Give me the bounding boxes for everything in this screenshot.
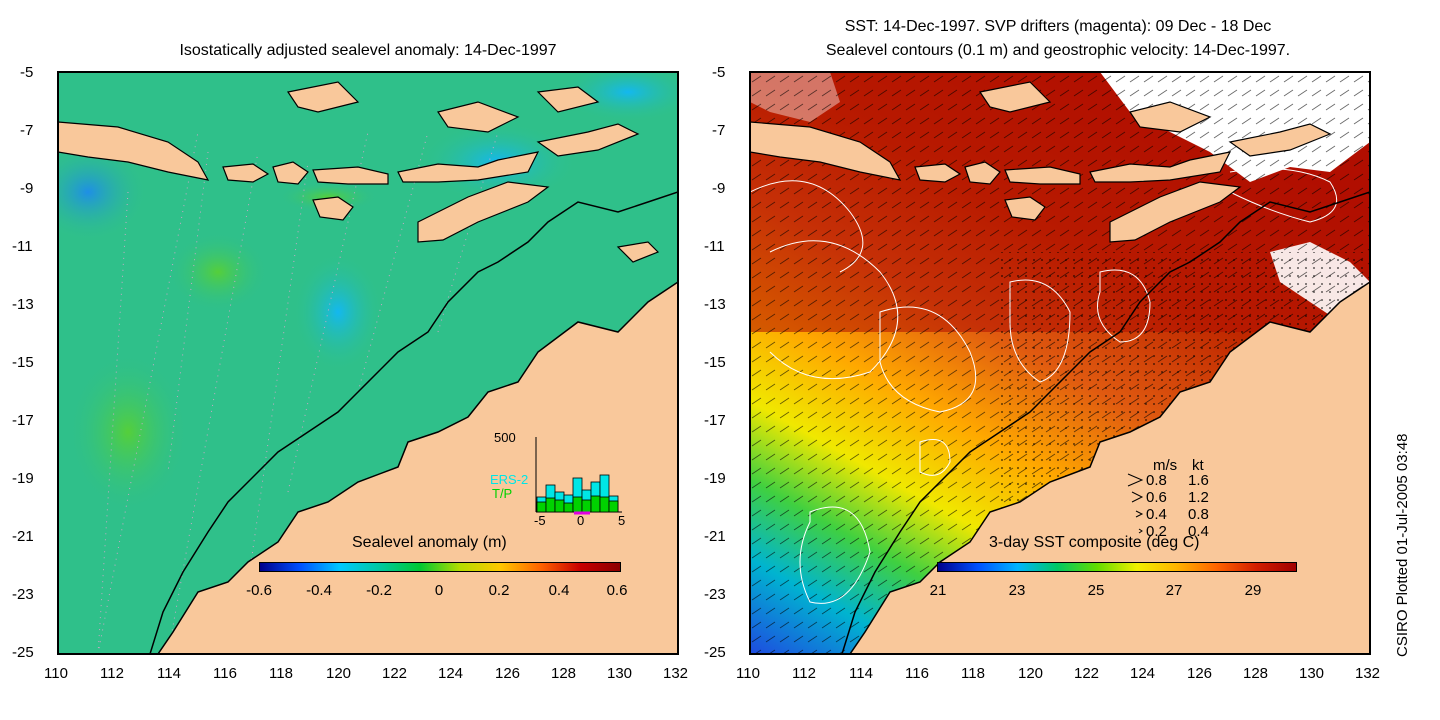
left-x-tick: 128 [551,665,577,682]
left-colorbar-label: Sealevel anomaly (m) [352,534,507,551]
right-x-tick: 130 [1299,665,1325,682]
right-colorbar-tick: 27 [1165,582,1183,599]
high-anomaly-central [168,232,268,312]
right-x-tick: 120 [1018,665,1044,682]
right-colorbar-tick: 21 [929,582,947,599]
left-x-tick: 110 [44,665,68,682]
histogram-x-tick: 5 [618,513,626,528]
left-y-tick: -25 [12,644,34,661]
left-sealevel-map [58,72,678,654]
left-y-tick: -15 [12,354,34,371]
left-x-tick: 114 [157,665,181,682]
left-y-tick: -7 [20,122,34,139]
left-colorbar [259,562,621,572]
left-x-tick: 112 [100,665,124,682]
left-x-tick: 130 [607,665,633,682]
speed-kt-value: 1.6 [1188,472,1209,489]
right-x-tick: 124 [1130,665,1156,682]
right-x-tick: 112 [792,665,816,682]
left-x-tick: 126 [495,665,521,682]
left-x-tick: 116 [213,665,237,682]
australia-land [849,281,1370,654]
australia-land [157,281,678,654]
left-y-tick: -11 [12,238,33,255]
right-y-tick: -5 [712,64,726,81]
right-sst-map [750,72,1370,654]
right-y-tick: -21 [704,528,726,545]
right-y-tick: -15 [704,354,726,371]
left-colorbar-tick: 0 [434,582,444,599]
csiro-credit: CSIRO Plotted 01-Jul-2005 03:48 [1394,433,1411,657]
histogram-x-tick: 0 [577,513,585,528]
histogram-x-tick: -5 [534,513,546,528]
right-x-tick: 122 [1074,665,1100,682]
left-x-tick: 122 [382,665,408,682]
left-colorbar-tick: 0.4 [548,582,570,599]
right-y-tick: -17 [704,412,726,429]
left-colorbar-tick: -0.2 [366,582,392,599]
low-anomaly-northeast [558,72,678,122]
right-map-title-line2: Sealevel contours (0.1 m) and geostrophi… [825,42,1291,59]
left-y-tick: -5 [20,64,34,81]
left-x-tick: 120 [326,665,352,682]
right-y-tick: -7 [712,122,726,139]
right-x-tick: 114 [849,665,873,682]
left-y-tick: -23 [12,586,34,603]
right-y-tick: -11 [704,238,725,255]
right-colorbar-tick: 23 [1008,582,1026,599]
left-map-graphic [58,72,678,654]
right-colorbar [937,562,1297,572]
right-x-tick: 116 [905,665,929,682]
high-anomaly-strait [278,182,378,212]
right-x-tick: 132 [1355,665,1381,682]
right-y-tick: -25 [704,644,726,661]
histogram-ymax-label: 500 [494,430,516,445]
indonesian-islands [750,81,1332,243]
right-x-tick: 110 [736,665,760,682]
right-y-tick: -13 [704,296,726,313]
speed-ms-value: 0.6 [1146,489,1167,506]
right-map-graphic [750,72,1370,654]
right-x-tick: 126 [1187,665,1213,682]
speed-ms-value: 0.2 [1146,523,1167,540]
left-colorbar-tick: 0.2 [488,582,510,599]
left-map-title: Isostatically adjusted sealevel anomaly:… [179,42,557,59]
right-y-tick: -23 [704,586,726,603]
right-colorbar-label: 3-day SST composite (deg C) [989,534,1200,551]
histogram-legend-ers2: ERS-2 [490,472,529,487]
histogram-legend-tp: T/P [492,486,513,501]
left-y-tick: -9 [20,180,34,197]
right-y-tick: -9 [712,180,726,197]
left-y-tick: -17 [12,412,34,429]
speed-kt-value: 0.8 [1188,506,1209,523]
left-x-tick: 118 [269,665,293,682]
right-colorbar-tick: 29 [1244,582,1262,599]
left-colorbar-tick: 0.6 [606,582,628,599]
speed-legend-header-ms: m/s [1153,457,1178,474]
sealevel-contours [750,168,1338,604]
left-y-tick: -19 [12,470,34,487]
left-colorbar-tick: -0.4 [306,582,332,599]
right-y-tick: -19 [704,470,726,487]
indonesian-islands [58,81,660,263]
low-anomaly-central [293,252,383,372]
isobath-contour [149,191,678,654]
left-x-tick: 132 [663,665,689,682]
left-y-tick: -13 [12,296,34,313]
left-colorbar-tick: -0.6 [246,582,272,599]
speed-ms-value: 0.8 [1146,472,1167,489]
speed-ms-value: 0.4 [1146,506,1167,523]
right-map-title-line1: SST: 14-Dec-1997. SVP drifters (magenta)… [844,18,1272,35]
isobath-contour [841,191,1370,654]
speed-kt-value: 0.4 [1188,523,1209,540]
low-anomaly-west [58,142,148,242]
left-x-tick: 124 [438,665,464,682]
left-y-tick: -21 [12,528,34,545]
speed-legend-header-kt: kt [1192,457,1204,474]
speed-kt-value: 1.2 [1188,489,1209,506]
right-x-tick: 118 [961,665,985,682]
right-colorbar-tick: 25 [1087,582,1105,599]
right-x-tick: 128 [1243,665,1269,682]
high-anomaly-west [68,352,188,512]
